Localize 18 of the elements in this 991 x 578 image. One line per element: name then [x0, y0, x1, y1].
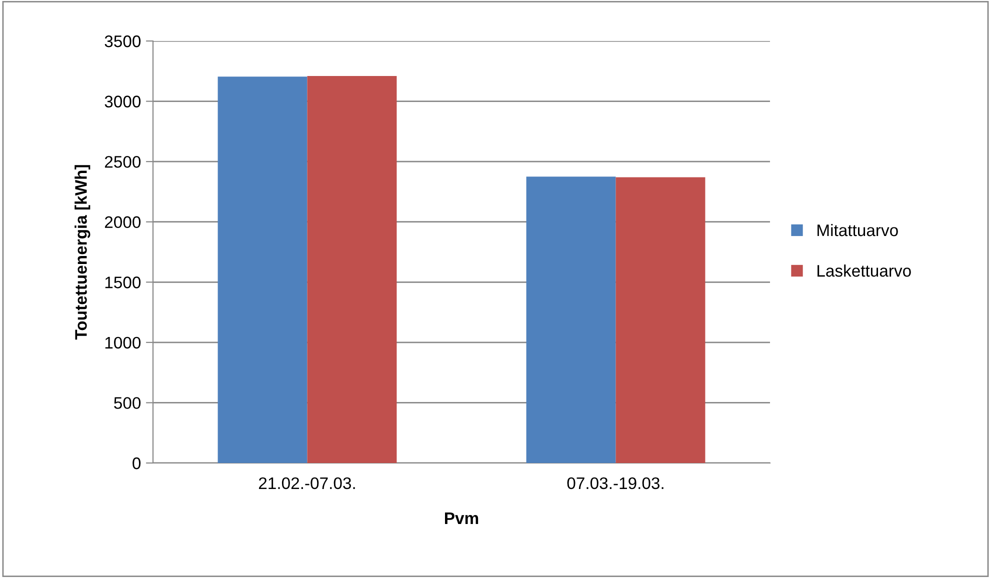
y-tick-label: 0	[132, 457, 141, 470]
x-tick-label: 07.03.-19.03.	[567, 477, 664, 490]
y-tick-label: 2500	[104, 156, 141, 168]
x-axis-title: Pvm	[445, 512, 478, 524]
y-tick-label: 500	[114, 397, 141, 409]
legend-label: Laskettuarvo	[818, 264, 911, 277]
bar	[616, 177, 706, 463]
bar	[526, 176, 616, 463]
y-tick-label: 1000	[105, 336, 141, 349]
y-tick-label: 1500	[105, 276, 141, 288]
x-tick-label: 21.02.-07.03.	[258, 477, 355, 490]
y-tick-label: 3000	[104, 96, 141, 108]
y-tick-label: 2000	[104, 216, 141, 228]
bar	[218, 76, 308, 463]
bar	[307, 76, 397, 463]
y-tick-label: 3500	[104, 35, 141, 48]
y-axis-title: Toutettuenergia [kWh]	[74, 165, 90, 340]
legend-label: Mitattuarvo	[818, 224, 898, 236]
